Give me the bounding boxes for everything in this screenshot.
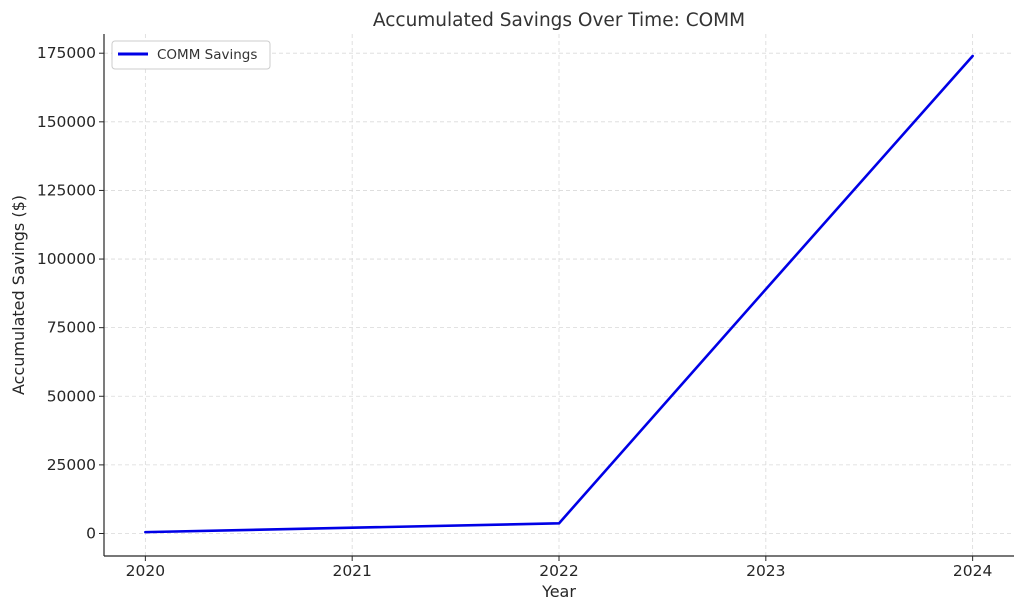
y-tick-label: 50000 — [47, 387, 96, 405]
legend-box — [111, 40, 271, 70]
x-tick-label: 2020 — [126, 562, 165, 580]
chart-title: Accumulated Savings Over Time: COMM — [373, 10, 745, 31]
y-tick-label: 125000 — [37, 181, 96, 199]
legend: COMM Savings — [111, 40, 271, 70]
x-tick-label: 2023 — [746, 562, 785, 580]
y-axis-label: Accumulated Savings ($) — [9, 195, 28, 395]
y-tick-label: 150000 — [37, 113, 96, 131]
y-tick-label: 175000 — [37, 44, 96, 62]
x-tick-label: 2024 — [953, 562, 992, 580]
x-tick-label: 2022 — [539, 562, 578, 580]
y-tick-label: 25000 — [47, 456, 96, 474]
y-tick-label: 100000 — [37, 250, 96, 268]
y-tick-label: 75000 — [47, 319, 96, 337]
x-axis-ticks: 2020 2021 2022 2023 2024 — [126, 556, 992, 580]
legend-label-comm-savings: COMM Savings — [157, 47, 257, 63]
y-tick-label: 0 — [86, 524, 96, 542]
y-axis-ticks: 0 25000 50000 75000 100000 125000 150000 175000 — [37, 44, 104, 542]
x-tick-label: 2021 — [332, 562, 371, 580]
grid — [104, 34, 1014, 556]
series-layer — [144, 54, 974, 534]
x-axis-label: Year — [541, 582, 576, 601]
